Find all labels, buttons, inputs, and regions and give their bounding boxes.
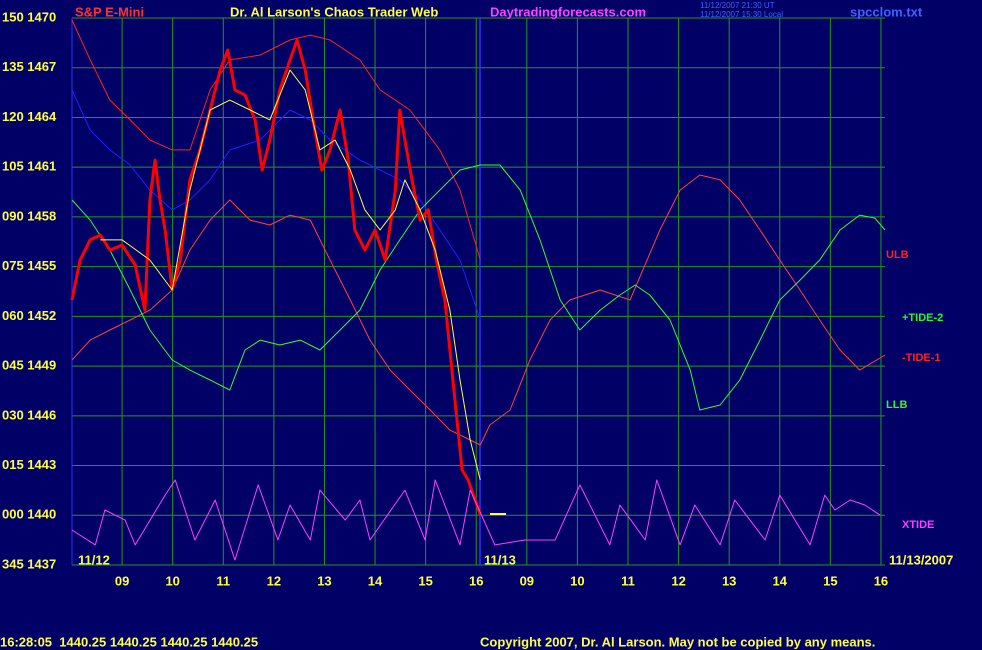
date-label: 11/12: [78, 552, 110, 567]
y-tick-label: 120 1464: [2, 109, 57, 124]
series-line: [100, 69, 481, 481]
x-tick-label: 15: [418, 573, 432, 588]
x-tick-label: 16: [469, 573, 483, 588]
file-name: spcclom.txt: [850, 4, 923, 19]
series-label: +TIDE-2: [902, 312, 943, 324]
timestamp: 11/12/2007 21:30 UT: [700, 1, 775, 10]
x-tick-label: 14: [368, 573, 383, 588]
y-tick-label: 045 1449: [2, 358, 56, 373]
status-line: 16:28:05 1440.25 1440.25 1440.25 1440.25: [0, 634, 258, 649]
date-label: 11/13/2007: [889, 552, 953, 567]
x-tick-label: 09: [115, 573, 129, 588]
series-line: [71, 19, 481, 261]
x-tick-label: 12: [671, 573, 685, 588]
y-tick-label: 090 1458: [2, 208, 56, 223]
y-tick-label: 345 1437: [2, 556, 56, 571]
series-label: ULB: [886, 249, 909, 261]
chart-title: Dr. Al Larson's Chaos Trader Web: [230, 4, 438, 19]
x-tick-label: 09: [520, 573, 534, 588]
y-tick-label: 135 1467: [2, 59, 56, 74]
timestamp: 11/12/2007 15:30 Local: [700, 10, 783, 19]
instrument: S&P E-Mini: [75, 4, 144, 19]
x-tick-label: 14: [773, 573, 788, 588]
y-tick-label: 030 1446: [2, 407, 56, 422]
series-line: [70, 38, 482, 516]
plot-lines: [70, 19, 886, 561]
date-label: 11/13: [484, 552, 516, 567]
series-label: -TIDE-1: [902, 352, 941, 364]
series-label: LLB: [886, 399, 907, 411]
series-line: [71, 164, 886, 411]
y-tick-label: 150 1470: [2, 9, 56, 24]
x-tick-label: 11: [216, 573, 230, 588]
x-tick-label: 13: [722, 573, 736, 588]
series-label: XTIDE: [902, 519, 934, 531]
x-tick-label: 11: [621, 573, 635, 588]
y-tick-label: 060 1452: [2, 308, 56, 323]
x-tick-label: 10: [165, 573, 179, 588]
x-tick-label: 10: [570, 573, 584, 588]
x-tick-label: 15: [823, 573, 837, 588]
series-line: [71, 479, 881, 561]
y-tick-label: 075 1455: [2, 258, 56, 273]
x-tick-label: 13: [317, 573, 331, 588]
website: Daytradingforecasts.com: [490, 4, 646, 19]
x-tick-label: 12: [267, 573, 281, 588]
y-tick-label: 105 1461: [2, 159, 56, 174]
y-tick-label: 000 1440: [2, 507, 56, 522]
copyright: Copyright 2007, Dr. Al Larson. May not b…: [480, 634, 875, 649]
x-tick-label: 16: [874, 573, 888, 588]
y-tick-label: 015 1443: [2, 457, 56, 472]
